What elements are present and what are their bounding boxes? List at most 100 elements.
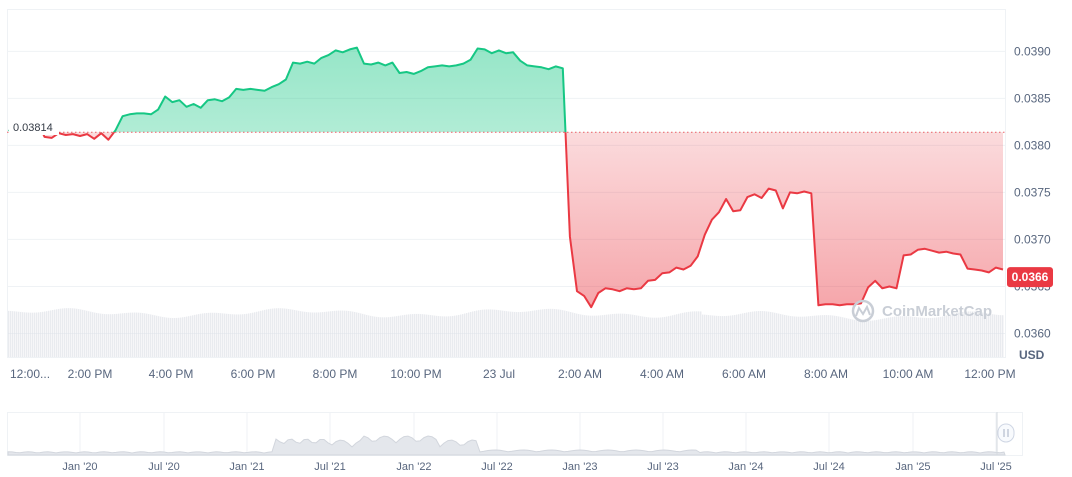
volume-bar bbox=[268, 309, 270, 357]
volume-bar bbox=[430, 315, 432, 357]
volume-bar bbox=[408, 314, 410, 357]
volume-bar bbox=[670, 315, 672, 357]
volume-bar bbox=[410, 314, 412, 357]
volume-bar bbox=[806, 316, 808, 357]
volume-bar bbox=[530, 311, 532, 357]
volume-bar bbox=[454, 315, 456, 357]
volume-bar bbox=[226, 313, 228, 357]
volume-bar bbox=[284, 308, 286, 357]
volume-bar bbox=[24, 312, 26, 357]
volume-bar bbox=[354, 311, 356, 357]
volume-bar bbox=[698, 311, 700, 357]
volume-bar bbox=[874, 320, 876, 357]
volume-bar bbox=[944, 315, 946, 357]
volume-bar bbox=[950, 314, 952, 357]
volume-bar bbox=[792, 316, 794, 357]
volume-bar bbox=[784, 314, 786, 357]
volume-bar bbox=[624, 313, 626, 357]
volume-bar bbox=[846, 318, 848, 357]
navigator-handle[interactable] bbox=[997, 423, 1015, 443]
volume-bar bbox=[926, 317, 928, 357]
volume-bar bbox=[16, 311, 18, 357]
volume-bar bbox=[174, 317, 176, 357]
volume-bar bbox=[84, 310, 86, 357]
volume-bar bbox=[988, 313, 990, 357]
volume-bar bbox=[556, 309, 558, 357]
volume-bar bbox=[898, 316, 900, 357]
navigator-tick-label: Jul '23 bbox=[647, 461, 678, 473]
volume-bar bbox=[388, 317, 390, 357]
volume-bar bbox=[338, 310, 340, 357]
volume-bar bbox=[168, 317, 170, 357]
volume-bar bbox=[994, 314, 996, 357]
volume-bar bbox=[616, 313, 618, 357]
volume-bar bbox=[798, 316, 800, 357]
volume-bar bbox=[528, 311, 530, 357]
volume-bar bbox=[884, 318, 886, 357]
volume-bar bbox=[922, 317, 924, 357]
volume-bar bbox=[88, 311, 90, 357]
volume-bar bbox=[824, 315, 826, 357]
volume-bar bbox=[188, 316, 190, 357]
volume-bar bbox=[384, 317, 386, 357]
volume-bar bbox=[686, 312, 688, 357]
volume-bar bbox=[280, 308, 282, 357]
volume-bar bbox=[812, 315, 814, 357]
volume-bar bbox=[680, 313, 682, 357]
volume-bar bbox=[242, 314, 244, 357]
volume-bar bbox=[960, 312, 962, 357]
volume-bar bbox=[362, 313, 364, 357]
volume-bar bbox=[786, 315, 788, 357]
volume-bar bbox=[374, 316, 376, 357]
volume-bar bbox=[82, 309, 84, 357]
y-tick-label: 0.0390 bbox=[1014, 44, 1051, 58]
volume-bar bbox=[472, 311, 474, 357]
volume-bar bbox=[462, 314, 464, 357]
x-tick-label: 8:00 PM bbox=[313, 367, 358, 381]
volume-bar bbox=[318, 312, 320, 357]
volume-bar bbox=[484, 309, 486, 357]
navigator-tick-label: Jan '23 bbox=[562, 461, 597, 473]
volume-bar bbox=[172, 317, 174, 357]
volume-bar bbox=[288, 309, 290, 357]
y-tick-label: 0.0370 bbox=[1014, 232, 1051, 246]
volume-bar bbox=[794, 316, 796, 357]
volume-bar bbox=[810, 316, 812, 357]
volume-bar bbox=[42, 311, 44, 357]
volume-bar bbox=[728, 315, 730, 357]
volume-bar bbox=[48, 310, 50, 357]
volume-bar bbox=[482, 309, 484, 357]
volume-bar bbox=[958, 312, 960, 357]
volume-bar bbox=[160, 316, 162, 357]
volume-bar bbox=[622, 313, 624, 357]
volume-bar bbox=[802, 316, 804, 357]
volume-bar bbox=[646, 317, 648, 357]
volume-bar bbox=[546, 308, 548, 357]
volume-bar bbox=[348, 310, 350, 357]
volume-bar bbox=[110, 314, 112, 357]
overview-navigator[interactable]: Jan '20 Jul '20 Jan '21 Jul '21 Jan '22 Jul '… bbox=[7, 412, 1023, 473]
volume-bar bbox=[760, 311, 762, 357]
volume-bar bbox=[968, 311, 970, 357]
volume-bar bbox=[448, 316, 450, 357]
volume-bar bbox=[32, 312, 34, 357]
volume-bar bbox=[700, 311, 702, 357]
volume-bar bbox=[992, 314, 994, 357]
volume-bar bbox=[342, 310, 344, 357]
volume-bar bbox=[208, 312, 210, 357]
volume-bar bbox=[820, 315, 822, 357]
volume-bar bbox=[804, 316, 806, 357]
volume-bar bbox=[204, 313, 206, 357]
volume-bar bbox=[694, 311, 696, 357]
volume-bar bbox=[296, 310, 298, 357]
x-tick-label: 2:00 PM bbox=[68, 367, 113, 381]
navigator-tick-label: Jul '24 bbox=[813, 461, 844, 473]
volume-bar bbox=[996, 314, 998, 357]
volume-bar bbox=[158, 316, 160, 357]
volume-bar bbox=[358, 312, 360, 357]
volume-bar bbox=[664, 316, 666, 357]
volume-bar bbox=[568, 311, 570, 357]
volume-bar bbox=[304, 311, 306, 357]
volume-bar bbox=[708, 315, 710, 357]
